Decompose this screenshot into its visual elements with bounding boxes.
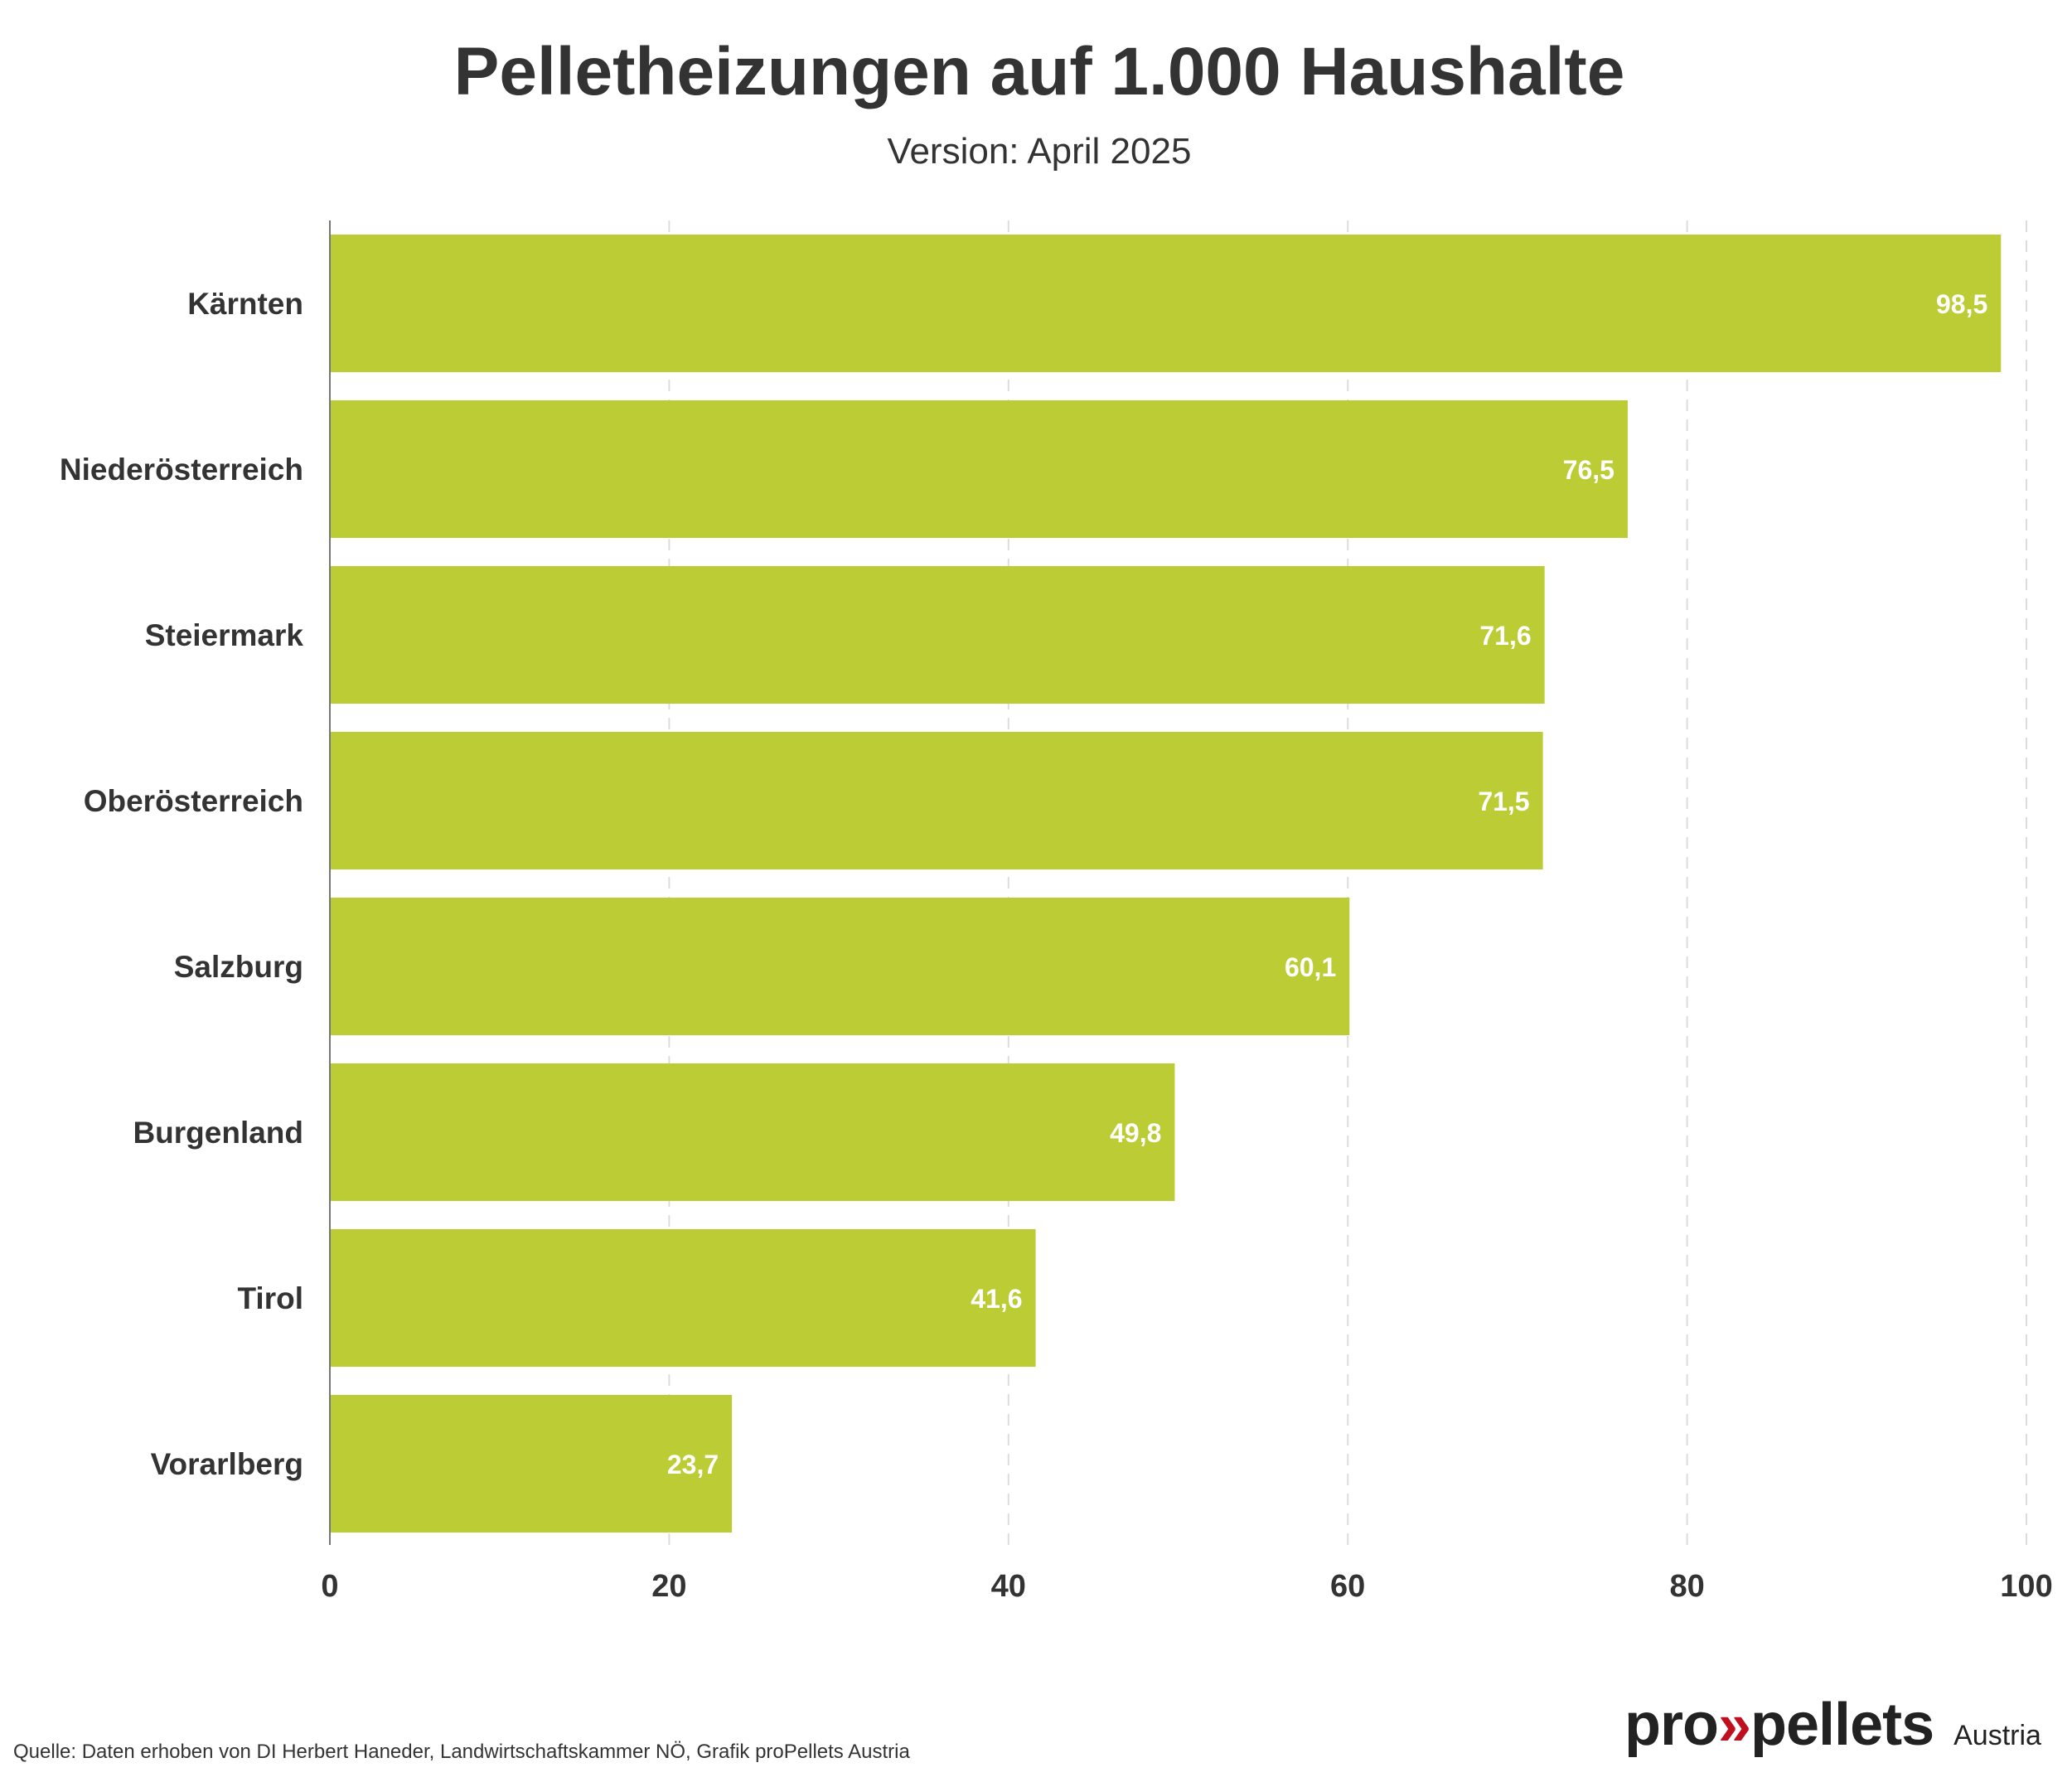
category-label: Oberösterreich xyxy=(84,784,303,818)
source-note: Quelle: Daten erhoben von DI Herbert Han… xyxy=(13,1741,910,1763)
chart-subtitle: Version: April 2025 xyxy=(887,131,1192,172)
value-label: 23,7 xyxy=(667,1450,719,1479)
bar xyxy=(330,898,1350,1035)
bar xyxy=(330,1229,1036,1367)
category-label: Burgenland xyxy=(133,1116,303,1150)
bar-chart: 98,5 76,5 71,6 71,5 60,1 49,8 41,6 23,7 0 20 40 60… xyxy=(60,220,2053,1604)
x-tick-labels: 0 20 40 60 80 100 xyxy=(321,1569,2052,1604)
propellets-logo: pro»pellets Austria xyxy=(1624,1691,2041,1765)
x-tick-label: 40 xyxy=(991,1569,1026,1604)
x-tick-label: 100 xyxy=(2000,1569,2052,1604)
chart-title: Pelletheizungen auf 1.000 Haushalte xyxy=(453,34,1625,109)
category-label: Tirol xyxy=(238,1281,304,1315)
value-label: 41,6 xyxy=(971,1284,1022,1314)
x-tick-label: 0 xyxy=(321,1569,338,1604)
logo-region: Austria xyxy=(1953,1720,2041,1751)
bars: 98,5 76,5 71,6 71,5 60,1 49,8 41,6 23,7 xyxy=(330,235,2002,1533)
category-label: Steiermark xyxy=(145,618,304,652)
category-label: Vorarlberg xyxy=(151,1447,303,1481)
logo-pro: pro xyxy=(1624,1692,1719,1758)
bar xyxy=(330,1395,733,1533)
bar xyxy=(330,400,1628,538)
bar xyxy=(330,235,2002,372)
value-label: 49,8 xyxy=(1110,1118,1161,1148)
value-label: 76,5 xyxy=(1563,455,1615,485)
bar xyxy=(330,732,1543,869)
category-label: Kärnten xyxy=(187,287,303,321)
value-label: 60,1 xyxy=(1285,952,1336,982)
value-label: 98,5 xyxy=(1936,289,1987,319)
value-label: 71,5 xyxy=(1478,787,1529,816)
x-tick-label: 20 xyxy=(651,1569,686,1604)
x-tick-label: 80 xyxy=(1669,1569,1704,1604)
logo-pellets: pellets xyxy=(1750,1692,1934,1758)
bar xyxy=(330,566,1545,704)
category-labels: Kärnten Niederösterreich Steiermark Oberöst… xyxy=(60,287,303,1481)
category-label: Salzburg xyxy=(174,950,303,984)
category-label: Niederösterreich xyxy=(60,453,303,487)
bar xyxy=(330,1063,1175,1201)
x-tick-label: 60 xyxy=(1330,1569,1365,1604)
value-label: 71,6 xyxy=(1479,621,1531,651)
logo-chevrons-icon: » xyxy=(1717,1692,1751,1758)
